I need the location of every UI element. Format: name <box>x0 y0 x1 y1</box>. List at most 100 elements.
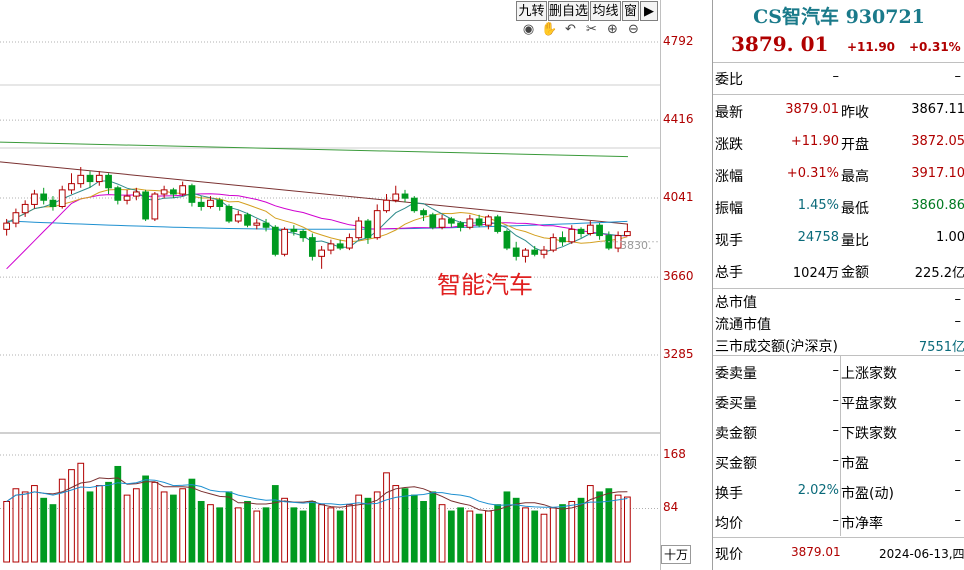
volume-bar <box>160 491 168 563</box>
candle-body <box>77 174 85 185</box>
price-tick-label: 3660 <box>663 269 694 283</box>
candle-body <box>577 228 585 234</box>
candle-body <box>290 228 298 232</box>
candle-body <box>568 228 576 243</box>
volume-bar <box>105 481 112 563</box>
candle-body <box>549 237 557 251</box>
volume-bar <box>586 485 594 563</box>
play-arrow-icon[interactable]: ▶ <box>640 1 658 21</box>
volume-bar <box>623 496 631 563</box>
candle-body <box>336 243 344 249</box>
volume-unit-label: 十万 <box>661 545 692 564</box>
volume-bar <box>531 510 539 563</box>
volume-bar <box>466 510 474 563</box>
candle-body <box>466 218 474 228</box>
candle-body <box>244 214 251 226</box>
volume-bar <box>401 488 409 563</box>
candle-body <box>503 230 511 249</box>
undo-icon[interactable]: ↶ <box>565 22 576 37</box>
candlestick-chart[interactable] <box>0 0 660 570</box>
volume-bar <box>605 488 613 563</box>
eye-icon[interactable]: ◉ <box>522 22 535 37</box>
candle-body <box>447 218 455 224</box>
candle-body <box>207 199 214 207</box>
ma120-line <box>0 161 629 225</box>
volume-bar <box>170 494 177 563</box>
candle-body <box>216 199 224 207</box>
quote-panel: CS智汽车 930721 3879. 01 +11.90 +0.31% 委比 –… <box>712 0 964 570</box>
divider <box>713 355 964 356</box>
stats-row: 卖金额 – 下跌家数 – <box>715 423 961 442</box>
ma60-line <box>6 220 628 230</box>
volume-bar <box>522 507 529 563</box>
candle-body <box>114 187 122 201</box>
volume-bar <box>392 485 400 563</box>
candle-body <box>21 203 29 214</box>
quote-row: 振幅 1.45% 最低 3860.86 <box>715 198 964 217</box>
candle-body <box>429 214 437 228</box>
candle-body <box>105 174 112 189</box>
volume-bar <box>253 510 261 563</box>
price-tick-label: 3285 <box>663 347 694 361</box>
candle-body <box>95 174 103 183</box>
candle-body <box>151 193 159 220</box>
ma5-line <box>6 180 628 253</box>
market-row: 三市成交额(沪深京) 7551亿 <box>715 339 964 355</box>
candle-body <box>438 218 446 228</box>
volume-bar <box>49 504 57 563</box>
volume-bar <box>614 494 622 563</box>
quote-row: 涨跌 +11.90 开盘 3872.05 <box>715 134 964 153</box>
candle-body <box>188 185 196 203</box>
candle-body <box>623 231 631 237</box>
candle-body <box>318 249 326 257</box>
candle-body <box>475 218 483 226</box>
volume-bar <box>438 504 446 563</box>
scissors-icon[interactable]: ✂ <box>586 22 597 37</box>
current-price: 3879. 01 <box>731 32 829 56</box>
zoom-out-icon[interactable]: ⊖ <box>628 22 639 37</box>
remove-favorite-button[interactable]: 删自选 <box>548 1 589 21</box>
volume-bar <box>12 488 20 563</box>
candle-body <box>420 210 427 216</box>
volume-bar <box>596 491 603 563</box>
candle-body <box>49 199 57 207</box>
volume-ma10-line <box>6 479 628 508</box>
candle-body <box>485 216 492 226</box>
volume-bar <box>346 504 353 563</box>
column-divider <box>840 356 841 536</box>
moving-average-button[interactable]: 均线 <box>590 1 621 21</box>
volume-bar <box>336 510 344 563</box>
candle-body <box>401 193 409 199</box>
zoom-in-icon[interactable]: ⊕ <box>607 22 618 37</box>
volume-tick-label: 168 <box>663 447 686 461</box>
hand-icon[interactable]: ✋ <box>541 22 558 37</box>
divider <box>713 288 964 289</box>
candle-body <box>364 220 372 239</box>
candle-body <box>170 189 177 195</box>
volume-bar <box>318 504 326 563</box>
candle-body <box>355 220 363 239</box>
volume-bar <box>540 513 548 563</box>
volume-bar <box>40 497 48 563</box>
candle-body <box>86 174 94 183</box>
volume-bar <box>3 500 11 563</box>
volume-bar <box>410 494 418 563</box>
candle-body <box>494 216 502 232</box>
price-axis-line <box>660 0 661 570</box>
candle-body <box>327 243 335 251</box>
footer-date: 2024-06-13,四 <box>879 547 964 561</box>
last-price-tag: 3830. <box>620 239 652 252</box>
volume-bar <box>21 491 29 563</box>
candle-body <box>373 210 381 239</box>
candle-body <box>271 226 279 255</box>
volume-bar <box>503 491 511 563</box>
price-tick-label: 4416 <box>663 112 694 126</box>
index-title: CS智汽车 930721 <box>753 6 925 28</box>
footer-price: 3879.01 <box>791 545 841 559</box>
volume-bar <box>577 497 585 563</box>
candle-body <box>68 183 75 191</box>
volume-bar <box>95 485 103 563</box>
candle-body <box>142 191 149 220</box>
jiuzhuan-button[interactable]: 九转 <box>516 1 547 21</box>
window-button[interactable]: 窗 <box>622 1 639 21</box>
